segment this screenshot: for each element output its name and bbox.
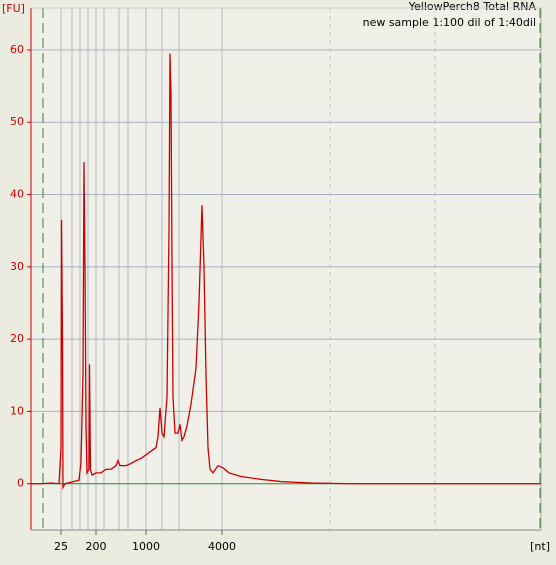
x-tick-label: 1000	[132, 540, 160, 553]
y-axis-label: [FU]	[2, 2, 25, 15]
y-tick-label: 40	[10, 188, 24, 201]
y-tick-label: 60	[10, 43, 24, 56]
x-tick-label: 200	[86, 540, 107, 553]
chart-title: YellowPerch8 Total RNA	[408, 0, 537, 13]
chart-subtitle: new sample 1:100 dil of 1:40dil	[363, 16, 536, 29]
plot-area	[31, 8, 541, 530]
x-tick-label: 25	[54, 540, 68, 553]
y-tick-label: 20	[10, 332, 24, 345]
y-tick-label: 0	[17, 477, 24, 490]
trace	[31, 53, 541, 490]
x-axis-label: [nt]	[530, 540, 550, 553]
x-tick-label: 4000	[208, 540, 236, 553]
y-tick-label: 30	[10, 260, 24, 273]
y-tick-label: 50	[10, 115, 24, 128]
y-tick-label: 10	[10, 404, 24, 417]
